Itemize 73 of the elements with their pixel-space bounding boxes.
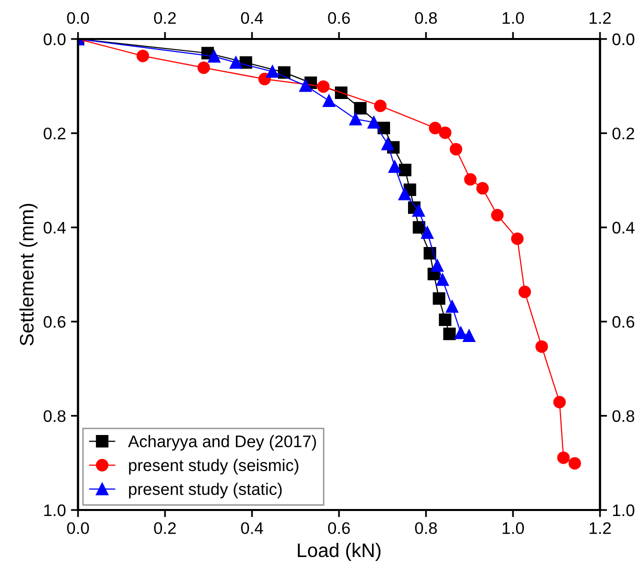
point <box>553 396 566 408</box>
y2-tick-label: 0.2 <box>612 128 634 140</box>
point <box>381 138 394 150</box>
point <box>476 182 489 195</box>
y2-tick-label: 1.0 <box>613 504 634 516</box>
x2-tick-label: 1.0 <box>502 12 524 24</box>
y-tick-label: 0.6 <box>44 316 66 328</box>
point <box>438 313 452 326</box>
legend-label: present study (seismic) <box>129 458 298 474</box>
x2-tick-label: 0.4 <box>241 12 264 24</box>
point <box>322 94 336 107</box>
legend-label: present study (static) <box>129 482 282 498</box>
x-tick-label: 0.4 <box>241 522 264 534</box>
point <box>374 100 387 112</box>
point <box>349 112 362 126</box>
y2-tick-label: 0.4 <box>612 222 634 234</box>
x2-tick-label: 0.0 <box>67 12 89 24</box>
x-tick-label: 0.0 <box>67 522 89 534</box>
point <box>136 50 150 62</box>
x-tick-label: 0.8 <box>415 522 437 534</box>
point <box>368 116 380 129</box>
x2-tick-label: 0.8 <box>415 12 437 24</box>
point <box>398 188 411 200</box>
point <box>491 208 504 222</box>
x-axis-title: Load (kN) <box>298 542 380 562</box>
point <box>446 300 458 313</box>
y-tick-label: 0.8 <box>44 410 66 422</box>
x-tick-label: 0.2 <box>154 522 176 534</box>
legend-label: Acharyya and Dey (2017) <box>128 435 316 451</box>
point <box>454 326 468 340</box>
y2-tick-label: 0.6 <box>612 316 634 328</box>
point <box>557 451 570 464</box>
point <box>431 259 444 272</box>
point <box>432 292 446 305</box>
point <box>197 61 210 74</box>
y-axis-title: Settlement (mm) <box>19 204 38 346</box>
point <box>462 329 476 342</box>
point <box>464 173 477 186</box>
y-tick-label: 1.0 <box>44 504 66 516</box>
y2-tick-label: 0.0 <box>612 33 634 46</box>
point <box>317 80 330 93</box>
x2-tick-label: 0.6 <box>328 12 350 24</box>
x-tick-label: 1.0 <box>502 522 524 534</box>
point <box>436 273 449 286</box>
point <box>230 56 242 69</box>
point <box>299 79 312 92</box>
point <box>568 457 582 470</box>
point <box>398 164 412 176</box>
point <box>388 160 401 173</box>
x2-tick-label: 1.2 <box>590 12 611 24</box>
point <box>378 122 390 134</box>
x2-tick-label: 0.2 <box>154 12 176 24</box>
point <box>443 328 456 340</box>
point <box>450 142 462 156</box>
y-tick-label: 0.4 <box>44 222 66 234</box>
x-tick-label: 1.2 <box>590 522 611 534</box>
y-tick-label: 0.0 <box>44 33 66 46</box>
point <box>278 66 290 79</box>
point <box>535 340 548 353</box>
point <box>412 204 425 217</box>
point <box>421 226 434 239</box>
point <box>258 72 271 86</box>
y2-tick-label: 0.8 <box>612 410 634 422</box>
point <box>266 65 279 78</box>
x-tick-label: 0.6 <box>328 522 350 534</box>
point <box>354 102 367 114</box>
point <box>208 50 220 63</box>
point <box>438 126 452 139</box>
point <box>412 221 426 234</box>
point <box>518 286 531 298</box>
y-tick-label: 0.2 <box>44 128 66 140</box>
point <box>428 122 442 134</box>
point <box>511 232 524 245</box>
